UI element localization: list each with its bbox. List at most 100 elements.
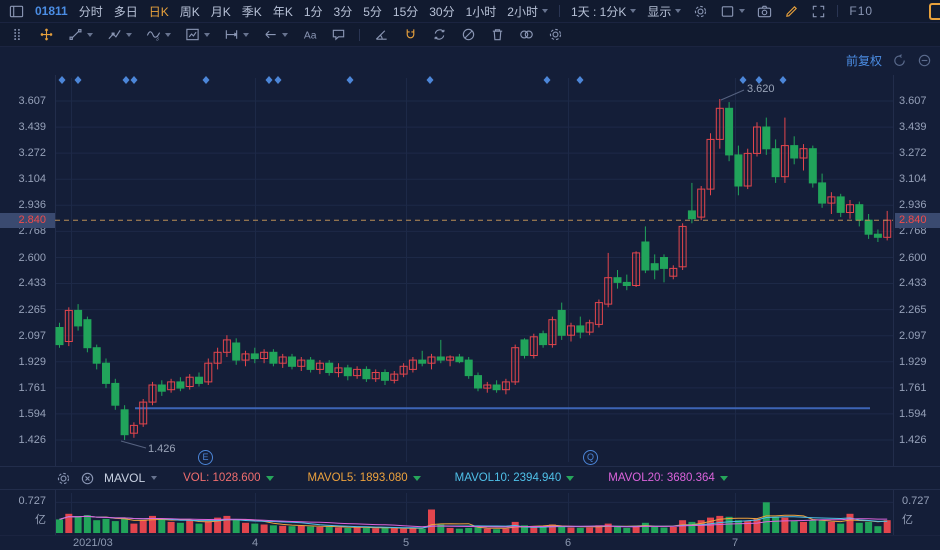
wave-tool[interactable]: 3 bbox=[145, 27, 171, 43]
cursor-move-tool[interactable] bbox=[38, 27, 54, 43]
event-diamond-icon[interactable] bbox=[265, 76, 273, 84]
volume-bar bbox=[167, 521, 175, 533]
event-diamond-icon[interactable] bbox=[426, 76, 434, 84]
toolbar-divider bbox=[359, 28, 360, 41]
tab-multiday[interactable]: 多日 bbox=[113, 4, 138, 19]
drawing-settings[interactable] bbox=[547, 27, 563, 43]
volume-bar bbox=[251, 523, 259, 533]
volume-bar bbox=[744, 521, 752, 533]
measure-tool[interactable] bbox=[223, 27, 249, 43]
volume-bar bbox=[818, 520, 826, 533]
hide-drawings-tool-icon bbox=[460, 27, 476, 43]
price-axis-tick-left: 1.594 bbox=[18, 407, 46, 420]
candle-body bbox=[241, 353, 250, 361]
volume-bar bbox=[232, 520, 240, 533]
angle-tool[interactable] bbox=[373, 27, 389, 43]
candle-body bbox=[799, 148, 808, 159]
delete-drawings-tool-icon bbox=[489, 27, 505, 43]
polyline-tool[interactable] bbox=[106, 27, 132, 43]
tab-15min[interactable]: 15分 bbox=[392, 4, 419, 19]
note-tool[interactable] bbox=[330, 27, 346, 43]
indicator-value-mavol5[interactable]: MAVOL5: 1893.080 bbox=[308, 472, 421, 484]
tab-quarter-k[interactable]: 季K bbox=[241, 4, 262, 19]
volume-bar bbox=[195, 523, 203, 533]
indicator-name[interactable]: MAVOL bbox=[104, 471, 146, 485]
undo-icon[interactable] bbox=[891, 53, 907, 69]
panel-layout-icon[interactable] bbox=[8, 3, 24, 19]
event-diamond-icon[interactable] bbox=[122, 76, 130, 84]
stock-symbol[interactable]: 01811 bbox=[35, 4, 68, 18]
edge-partial-button[interactable] bbox=[929, 2, 940, 20]
text-tool[interactable]: Aa bbox=[301, 27, 317, 43]
drag-handle[interactable] bbox=[9, 27, 25, 43]
candle-body bbox=[567, 325, 575, 336]
event-diamond-icon[interactable] bbox=[130, 76, 138, 84]
candle-body bbox=[92, 347, 101, 364]
volume-ma10-line bbox=[59, 515, 888, 529]
event-diamond-icon[interactable] bbox=[755, 76, 763, 84]
zoom-out-icon[interactable] bbox=[916, 53, 932, 69]
delete-drawings-tool[interactable] bbox=[489, 27, 505, 43]
draw-mode-icon[interactable] bbox=[783, 3, 799, 19]
tab-5min[interactable]: 5分 bbox=[363, 4, 382, 19]
display-menu[interactable]: 显示 bbox=[647, 3, 682, 20]
tab-30min[interactable]: 30分 bbox=[429, 4, 455, 19]
note-tool-icon bbox=[330, 27, 346, 43]
arrow-tool[interactable] bbox=[262, 27, 288, 43]
volume-bar bbox=[790, 521, 798, 533]
event-diamond-icon[interactable] bbox=[576, 76, 584, 84]
pattern-tool[interactable] bbox=[184, 27, 210, 43]
f10-button[interactable]: F10 bbox=[849, 4, 874, 18]
candle-body bbox=[362, 368, 371, 380]
tab-1min[interactable]: 1分 bbox=[303, 4, 323, 19]
event-diamond-icon[interactable] bbox=[779, 76, 787, 84]
fullscreen-icon[interactable] bbox=[810, 3, 826, 19]
screenshot-icon[interactable] bbox=[756, 3, 772, 19]
adjustment-mode-label[interactable]: 前复权 bbox=[845, 54, 882, 68]
time-axis-label: 5 bbox=[402, 537, 410, 549]
tab-month-k[interactable]: 月K bbox=[210, 4, 231, 19]
indicator-value-mavol20[interactable]: MAVOL20: 3680.364 bbox=[608, 472, 728, 484]
chevron-down-icon bbox=[165, 32, 171, 37]
candle-body bbox=[399, 365, 408, 375]
tab-day-k[interactable]: 日K bbox=[148, 4, 169, 19]
chart-settings-icon[interactable] bbox=[692, 3, 708, 19]
candle-body bbox=[660, 257, 668, 269]
tab-year-k[interactable]: 年K bbox=[272, 4, 293, 19]
volume-bar bbox=[660, 527, 668, 533]
indicator-value-mavol10[interactable]: MAVOL10: 2394.940 bbox=[455, 472, 575, 484]
tab-1hour[interactable]: 1小时 bbox=[465, 4, 497, 19]
event-diamond-icon[interactable] bbox=[74, 76, 82, 84]
indicator-close-icon[interactable] bbox=[80, 471, 95, 486]
overlay-compare-tool[interactable] bbox=[518, 27, 534, 43]
magnet-tool[interactable] bbox=[402, 27, 418, 43]
tab-week-k[interactable]: 周K bbox=[179, 4, 200, 19]
candle-body bbox=[83, 319, 92, 349]
hide-drawings-tool[interactable] bbox=[460, 27, 476, 43]
volume-bar bbox=[214, 517, 222, 533]
indicator-settings-icon[interactable] bbox=[56, 471, 71, 486]
candle-body bbox=[74, 309, 83, 327]
event-diamond-icon[interactable] bbox=[739, 76, 747, 84]
layout-box-select[interactable] bbox=[719, 3, 746, 19]
event-diamond-icon[interactable] bbox=[543, 76, 551, 84]
event-diamond-icon[interactable] bbox=[202, 76, 210, 84]
event-badge-q[interactable]: Q bbox=[583, 450, 598, 465]
tab-timeshare[interactable]: 分时 bbox=[78, 4, 103, 19]
trendline-tool[interactable] bbox=[67, 27, 93, 43]
event-diamond-icon[interactable] bbox=[58, 76, 66, 84]
price-axis-tick-left: 3.104 bbox=[18, 173, 46, 186]
continuous-draw-tool[interactable] bbox=[431, 27, 447, 43]
volume-bar bbox=[390, 528, 398, 533]
candle-body bbox=[390, 373, 399, 381]
chevron-down-icon bbox=[126, 32, 132, 37]
event-diamond-icon[interactable] bbox=[274, 76, 282, 84]
period-combo-select[interactable]: 1天 : 1分K bbox=[571, 3, 637, 20]
candle-body bbox=[650, 263, 659, 271]
tab-2hour[interactable]: 2小时 bbox=[507, 3, 548, 20]
indicator-value-vol[interactable]: VOL: 1028.600 bbox=[183, 472, 274, 484]
event-diamond-icon[interactable] bbox=[346, 76, 354, 84]
event-badge-e[interactable]: E bbox=[198, 450, 213, 465]
tab-3min[interactable]: 3分 bbox=[333, 4, 353, 19]
